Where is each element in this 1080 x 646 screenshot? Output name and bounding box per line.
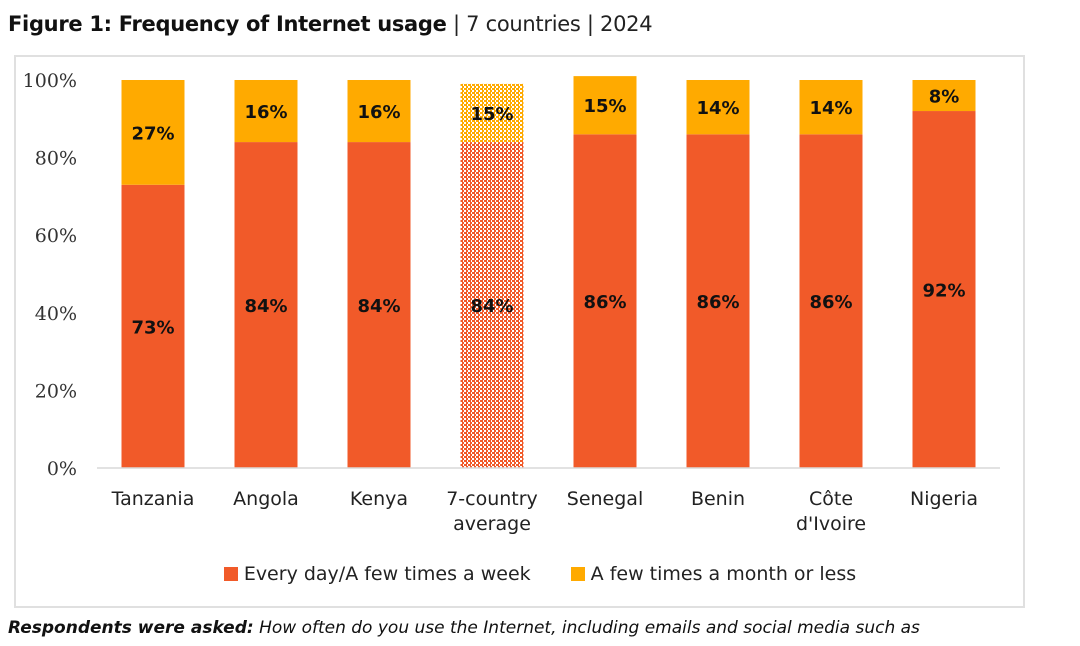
data-label: 84%	[244, 296, 287, 317]
bar-segment-infrequent	[234, 80, 298, 143]
bar-segment-infrequent	[573, 76, 637, 135]
bar-segment-infrequent	[912, 80, 976, 112]
title-countries: 7 countries	[466, 12, 581, 36]
bar-segment-infrequent	[686, 80, 750, 135]
y-tick-label: 20%	[35, 380, 77, 402]
legend-label-infrequent: A few times a month or less	[590, 563, 857, 585]
y-tick-label: 40%	[35, 303, 77, 325]
title-separator-2: |	[586, 12, 594, 36]
x-tick-label: d'Ivoire	[796, 513, 866, 535]
y-tick-label: 60%	[35, 225, 77, 247]
x-tick-label: Côte	[809, 488, 853, 510]
bar-segment-frequent	[686, 134, 750, 468]
bar-segment-infrequent	[121, 80, 185, 185]
y-axis: 0% 20% 40% 60% 80% 100%	[23, 70, 77, 480]
x-tick-label: Kenya	[350, 488, 408, 510]
data-label: 8%	[929, 87, 960, 108]
y-tick-label: 0%	[47, 458, 77, 480]
title-main: Figure 1: Frequency of Internet usage	[8, 12, 447, 36]
x-tick-label: average	[453, 513, 531, 535]
data-label: 84%	[357, 296, 400, 317]
legend-item-infrequent: A few times a month or less	[570, 563, 857, 585]
title-year: 2024	[600, 12, 653, 36]
chart-panel	[14, 55, 1025, 608]
x-tick-label: 7-country	[446, 488, 538, 510]
legend-swatch-frequent	[223, 567, 238, 581]
bar-segment-frequent	[234, 142, 298, 468]
figure-title: Figure 1: Frequency of Internet usage | …	[8, 12, 653, 36]
chart-legend: Every day/A few times a week A few times…	[0, 563, 1080, 585]
bar-segment-frequent	[347, 142, 411, 468]
y-tick-label: 80%	[35, 148, 77, 170]
legend-item-frequent: Every day/A few times a week	[223, 563, 531, 585]
footnote: Respondents were asked: How often do you…	[8, 618, 920, 638]
x-tick-label: Senegal	[567, 488, 643, 510]
y-tick-label: 100%	[23, 70, 77, 92]
title-separator: |	[453, 12, 460, 36]
data-label: 15%	[470, 104, 513, 125]
data-label: 86%	[809, 292, 852, 313]
data-label: 16%	[244, 102, 287, 123]
footnote-label: Respondents were asked:	[8, 618, 254, 638]
x-tick-label: Nigeria	[910, 488, 978, 510]
data-label: 73%	[131, 317, 174, 338]
data-label: 15%	[583, 96, 626, 117]
bar-segment-frequent	[460, 142, 524, 468]
bar-segment-frequent	[912, 111, 976, 468]
data-label: 27%	[131, 123, 174, 144]
footnote-question: How often do you use the Internet, inclu…	[259, 618, 920, 638]
bars: 73% 27% 84% 16% 84% 16% 84% 15% 86% 15% 86% 14% 86% 1…	[121, 76, 976, 468]
legend-label-frequent: Every day/A few times a week	[243, 563, 531, 585]
stacked-bar-chart: 0% 20% 40% 60% 80% 100% 73% 27% 84% 16% 84% 16% 84%…	[23, 70, 1000, 535]
bar-segment-infrequent	[799, 80, 863, 135]
data-label: 14%	[809, 98, 852, 119]
x-tick-label: Tanzania	[111, 488, 195, 510]
x-axis: Tanzania Angola Kenya 7-country average Seneg…	[111, 488, 978, 535]
bar-segment-infrequent	[460, 83, 524, 143]
bar-segment-frequent	[573, 134, 637, 468]
data-label: 14%	[696, 98, 739, 119]
data-label: 86%	[583, 292, 626, 313]
bar-segment-infrequent	[347, 80, 411, 143]
legend-swatch-infrequent	[570, 567, 585, 581]
data-label: 84%	[470, 296, 513, 317]
data-label: 92%	[922, 281, 965, 302]
x-tick-label: Angola	[233, 488, 299, 510]
x-tick-label: Benin	[691, 488, 745, 510]
bar-segment-frequent	[799, 134, 863, 468]
data-label: 16%	[357, 102, 400, 123]
data-label: 86%	[696, 292, 739, 313]
bar-segment-frequent	[121, 184, 185, 468]
